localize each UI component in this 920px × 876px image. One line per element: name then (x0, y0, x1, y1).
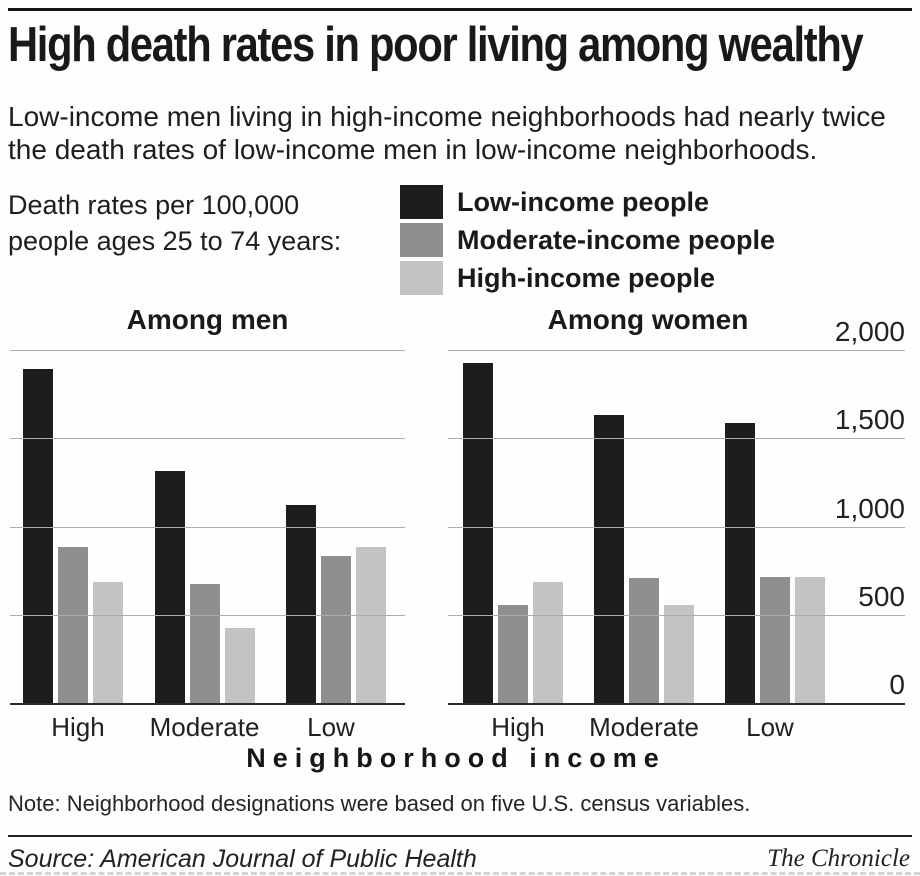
subtitle-line-2: the death rates of low-income men in low… (8, 134, 818, 165)
chart-title-men: Among men (126, 304, 289, 335)
bar-moderate-income (760, 576, 790, 704)
bar-group-high (463, 351, 563, 704)
bar-groups-men (23, 351, 386, 704)
bar-moderate-income (189, 583, 220, 704)
gridline (448, 438, 905, 440)
category-label-moderate: Moderate (589, 712, 699, 742)
bar-moderate-income (58, 546, 88, 704)
category-label-high: High (51, 712, 105, 742)
bar-low-income (594, 414, 624, 704)
axis-units-label: Death rates per 100,000 people ages 25 t… (8, 187, 341, 259)
bottom-rule (8, 835, 912, 837)
bar-group-low (286, 351, 386, 704)
gridline (448, 526, 905, 528)
bar-high-income (93, 582, 123, 704)
bar-moderate-income (498, 605, 528, 704)
x-category-labels-men: High Moderate Low (23, 712, 386, 743)
bar-moderate-income (321, 555, 351, 704)
gridline (448, 350, 905, 351)
legend-item: Low-income people (400, 185, 775, 219)
legend-swatch-icon (400, 223, 443, 257)
bar-groups-women (463, 351, 825, 704)
x-category-labels-women: High Moderate Low (463, 712, 825, 743)
category-label-low: Low (307, 712, 355, 742)
x-axis-baseline (448, 703, 905, 705)
top-rule (8, 8, 912, 11)
gridline (448, 614, 905, 616)
bar-chart-men (10, 350, 405, 705)
footnote: Note: Neighborhood designations were bas… (8, 791, 751, 816)
legend-swatch-icon (400, 185, 443, 219)
category-label-low: Low (746, 712, 794, 742)
bar-group-high (23, 351, 123, 704)
bar-group-moderate (594, 351, 694, 704)
bar-low-income (23, 368, 53, 704)
bar-group-moderate (154, 351, 255, 704)
bar-low-income (725, 423, 755, 704)
subtitle: Low-income men living in high-income nei… (8, 100, 886, 166)
bottom-crop-line (0, 872, 920, 875)
legend: Low-income people Moderate-income people H… (400, 185, 775, 295)
bar-high-income (533, 582, 563, 704)
bar-group-low (725, 351, 825, 704)
bar-low-income (154, 471, 185, 704)
gridline (10, 350, 405, 351)
legend-item: Moderate-income people (400, 223, 775, 257)
bar-high-income (224, 628, 255, 704)
bar-high-income (795, 576, 825, 704)
category-label-moderate: Moderate (149, 712, 260, 742)
units-line-1: Death rates per 100,000 (8, 190, 300, 220)
bar-low-income (286, 504, 316, 704)
subtitle-line-1: Low-income men living in high-income nei… (8, 101, 886, 132)
bar-chart-women (448, 350, 905, 705)
bar-high-income (356, 546, 386, 704)
gridline (10, 526, 405, 528)
chart-title-women: Among women (547, 304, 749, 335)
bar-low-income (463, 363, 493, 704)
legend-label: Low-income people (457, 186, 710, 217)
x-axis-title: Neighborhood income (246, 743, 666, 773)
bar-moderate-income (629, 577, 659, 704)
legend-item: High-income people (400, 261, 775, 295)
gridline (10, 438, 405, 440)
units-line-2: people ages 25 to 74 years: (8, 226, 342, 256)
legend-label: Moderate-income people (457, 224, 776, 255)
legend-swatch-icon (400, 261, 443, 295)
legend-label: High-income people (457, 262, 716, 293)
bar-high-income (664, 605, 694, 704)
source-line: Source: American Journal of Public Healt… (8, 845, 477, 873)
gridline (10, 614, 405, 616)
x-axis-baseline (10, 703, 405, 705)
credit-line: The Chronicle (767, 845, 910, 872)
page-title: High death rates in poor living among we… (8, 18, 864, 72)
category-label-high: High (491, 712, 545, 742)
